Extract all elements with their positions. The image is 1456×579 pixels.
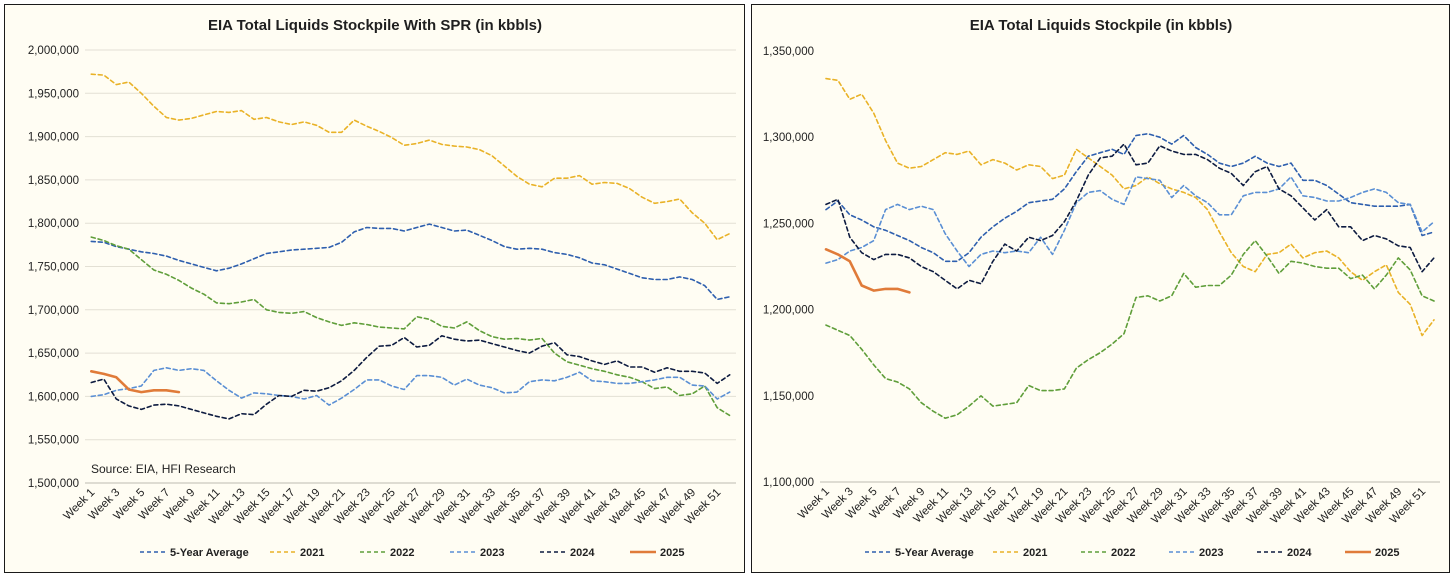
series-line-2023 [825,176,1435,268]
series-line-2025 [824,248,911,294]
chart-with-spr: EIA Total Liquids Stockpile With SPR (in… [28,17,736,559]
chart-title: EIA Total Liquids Stockpile With SPR (in… [208,17,542,34]
y-tick-label: 1,550,000 [28,435,79,447]
y-tick-label: 1,650,000 [28,348,79,360]
legend-item-2021: 2021 [270,547,324,559]
y-tick-label: 2,000,000 [28,45,79,57]
series-line-2024 [825,143,1435,290]
y-tick-label: 1,900,000 [28,132,79,144]
y-tick-label: 1,150,000 [763,391,814,403]
y-tick-label: 1,300,000 [763,132,814,144]
legend-item-2025: 2025 [630,547,684,559]
legend-item-2022: 2022 [360,547,414,559]
legend-item-5-year-average: 5-Year Average [140,547,249,559]
chart-total-liquids: EIA Total Liquids Stockpile (in kbbls) 1,… [763,17,1440,559]
chart-title: EIA Total Liquids Stockpile (in kbbls) [970,17,1233,34]
series-line-2021 [90,73,731,241]
y-tick-label: 1,800,000 [28,218,79,230]
legend-label: 5-Year Average [170,547,249,559]
legend-item-2025: 2025 [1345,547,1399,559]
legend-label: 2022 [1111,547,1135,559]
y-tick-label: 1,600,000 [28,391,79,403]
y-tick-label: 1,750,000 [28,262,79,274]
y-tick-label: 1,100,000 [763,477,814,489]
series-line-2024 [90,334,731,420]
series-line-2022 [825,239,1435,420]
legend-item-2023: 2023 [450,547,504,559]
y-tick-label: 1,950,000 [28,88,79,100]
series-line-5-year-average [825,133,1435,263]
series-line-2023 [90,366,731,406]
series-line-2022 [90,236,731,417]
legend-item-5-year-average: 5-Year Average [865,547,974,559]
legend-item-2024: 2024 [1257,547,1312,559]
chart-panel-with-spr: EIA Total Liquids Stockpile With SPR (in… [4,4,745,573]
series-line-2021 [825,77,1435,337]
y-tick-label: 1,700,000 [28,305,79,317]
legend-item-2022: 2022 [1081,547,1135,559]
legend-item-2021: 2021 [993,547,1047,559]
legend-label: 2022 [390,547,414,559]
y-tick-label: 1,250,000 [763,218,814,230]
legend-item-2024: 2024 [540,547,595,559]
legend-label: 2023 [480,547,504,559]
legend-label: 5-Year Average [895,547,974,559]
y-tick-label: 1,200,000 [763,305,814,317]
series-line-2025 [90,369,181,394]
chart-panel-total-liquids: EIA Total Liquids Stockpile (in kbbls) 1,… [751,4,1450,573]
y-tick-label: 1,350,000 [763,46,814,58]
legend-item-2023: 2023 [1169,547,1223,559]
series-line-5-year-average [90,223,731,301]
legend-label: 2024 [1287,547,1312,559]
legend-label: 2024 [570,547,595,559]
legend-label: 2025 [660,547,684,559]
legend-label: 2025 [1375,547,1399,559]
y-tick-label: 1,850,000 [28,175,79,187]
legend-label: 2021 [1023,547,1047,559]
legend-label: 2021 [300,547,324,559]
source-annotation: Source: EIA, HFI Research [91,462,236,476]
y-tick-label: 1,500,000 [28,478,79,490]
legend-label: 2023 [1199,547,1223,559]
